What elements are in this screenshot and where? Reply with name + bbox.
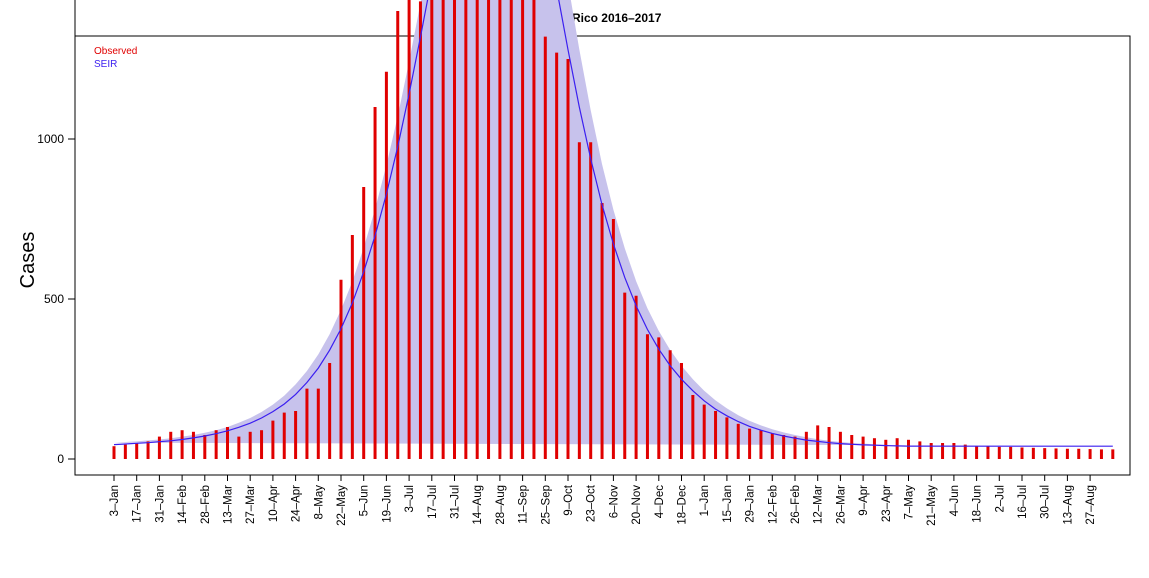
seir-line-layer [113, 0, 1113, 447]
x-tick-label: 14–Feb [177, 485, 189, 524]
x-tick-label: 15–Jan [722, 485, 734, 523]
x-tick-label: 27–Mar [245, 485, 257, 524]
legend-observed: Observed [94, 46, 137, 57]
x-tick-label: 22–May [336, 485, 348, 526]
x-tick-label: 27–Aug [1085, 485, 1097, 525]
x-tick-label: 4–Jun [949, 485, 961, 516]
x-tick-label: 9–Oct [563, 484, 575, 515]
x-tick-label: 10–Apr [268, 485, 280, 522]
seir-line [113, 0, 1113, 447]
x-tick-label: 18–Dec [677, 485, 689, 525]
x-tick-label: 20–Nov [631, 485, 643, 525]
x-tick-label: 16–Jul [1017, 485, 1029, 519]
x-tick-label: 28–Feb [200, 485, 212, 524]
x-tick-label: 23–Oct [586, 484, 598, 522]
x-tick-label: 28–Aug [495, 485, 507, 525]
y-axis: 05001000150020002500 [37, 0, 76, 466]
x-tick-label: 30–Jul [1040, 485, 1052, 519]
x-tick-label: 9–Apr [858, 485, 870, 516]
x-tick-label: 26–Mar [835, 485, 847, 524]
y-tick-label: 1000 [37, 132, 64, 146]
x-tick-label: 1–Jan [699, 485, 711, 516]
x-tick-label: 5–Jun [359, 485, 371, 516]
x-tick-label: 3–Jan [109, 485, 121, 516]
y-tick-label: 0 [57, 452, 64, 466]
x-tick-label: 14–Aug [472, 485, 484, 525]
x-tick-label: 17–Jul [427, 485, 439, 519]
x-tick-label: 12–Mar [813, 485, 825, 524]
x-tick-label: 21–May [926, 485, 938, 526]
legend-seir: SEIR [94, 59, 117, 70]
x-axis: 3–Jan 17–Jan 31–Jan 14–Feb 28–Feb 13–Mar 27–Ma… [109, 474, 1097, 526]
x-tick-label: 8–May [313, 485, 325, 520]
x-tick-label: 24–Apr [291, 485, 303, 522]
observed-bars [112, 0, 1115, 459]
x-tick-label: 17–Jan [132, 485, 144, 523]
x-tick-label: 29–Jan [745, 485, 757, 523]
x-tick-label: 11–Sep [518, 485, 530, 524]
x-tick-label: 3–Jul [404, 485, 416, 513]
x-tick-label: 7–May [904, 485, 916, 520]
y-axis-title: Cases [17, 232, 39, 289]
x-tick-label: 31–Jan [154, 485, 166, 523]
legend: Observed SEIR [94, 46, 137, 70]
x-tick-label: 2–Jul [994, 485, 1006, 513]
x-tick-label: 31–Jul [450, 485, 462, 519]
x-tick-label: 6–Nov [608, 485, 620, 518]
x-tick-label: 12–Feb [767, 485, 779, 524]
x-tick-label: 13–Mar [223, 485, 235, 524]
x-tick-label: 19–Jun [381, 485, 393, 523]
y-tick-label: 500 [44, 292, 64, 306]
x-tick-label: 25–Sep [540, 485, 552, 525]
x-tick-label: 4–Dec [654, 485, 666, 518]
x-tick-label: 23–Apr [881, 485, 893, 522]
x-tick-label: 13–Aug [1062, 485, 1074, 525]
x-tick-label: 18–Jun [972, 485, 984, 523]
x-tick-label: 26–Feb [790, 485, 802, 524]
